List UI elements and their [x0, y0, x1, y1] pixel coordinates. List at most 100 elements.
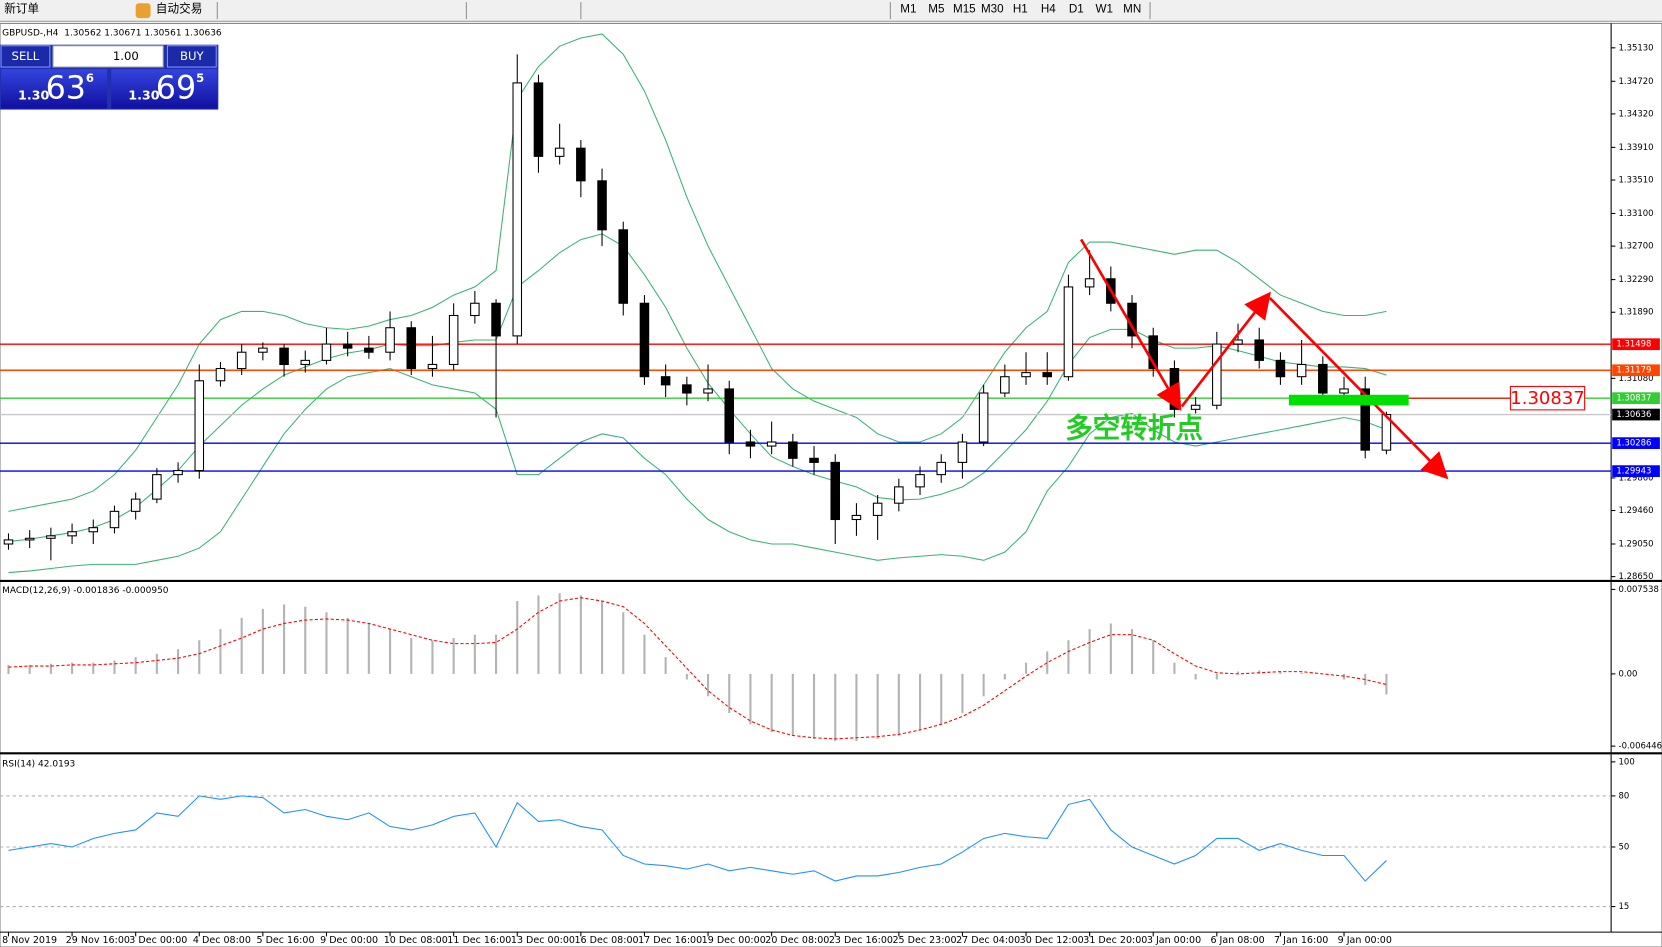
x-tick-label: 7 Jan 16:00 [1274, 935, 1328, 946]
y-tick-label: 1.32700 [1619, 242, 1654, 252]
buy-price-big: 1.30 [128, 88, 159, 103]
y-tick-label: 1.31890 [1619, 308, 1654, 318]
price-label: 1.30286 [1616, 439, 1651, 449]
candle-body [130, 498, 141, 512]
sell-button[interactable] [0, 45, 51, 68]
y-tick-label: 100 [1619, 757, 1635, 767]
lots-value: 1.00 [113, 49, 139, 63]
timeframe-button[interactable]: M1 [900, 3, 916, 16]
macd-bar [1152, 640, 1155, 674]
macd-bar [494, 634, 498, 674]
macd-bar [1258, 670, 1261, 674]
x-tick-label: 29 Nov 16:00 [66, 935, 130, 946]
x-tick-label: 4 Dec 08:00 [193, 935, 251, 946]
macd-bar [685, 673, 688, 680]
macd-bar [1046, 651, 1049, 674]
new-order-button[interactable]: 新订单 [4, 2, 39, 16]
macd-bar [177, 649, 180, 674]
annotation-marker: 1.30837 [1408, 385, 1586, 411]
candle-body [194, 380, 205, 472]
macd-bar [961, 673, 964, 714]
price-label-box [1612, 392, 1660, 405]
candle-body [872, 502, 883, 516]
y-tick-label: 1.29860 [1619, 473, 1654, 483]
macd-bar [92, 662, 95, 674]
candle-body [1212, 343, 1222, 406]
toolbar-separators [216, 2, 1151, 20]
timeframe-button[interactable]: M30 [981, 3, 1004, 16]
buy-button[interactable] [166, 45, 217, 68]
y-tick-label: 1.35130 [1619, 43, 1654, 53]
toolbar [0, 0, 1662, 22]
macd-bar [28, 664, 31, 674]
candle-body [1042, 372, 1052, 378]
price-label-box [1612, 437, 1660, 449]
buy-price-box[interactable] [111, 69, 218, 109]
candle-body [448, 314, 459, 365]
candle-body [3, 539, 14, 545]
band-lower [8, 367, 1387, 574]
timeframe-button[interactable]: D1 [1069, 3, 1084, 16]
sell-price-big: 1.30 [18, 88, 49, 103]
candle-body [406, 327, 417, 370]
macd-bar [452, 638, 455, 674]
macd-bar [1130, 629, 1134, 674]
y-tick-label: 1.34320 [1619, 109, 1654, 119]
macd-bar [261, 608, 264, 674]
macd-bar [918, 673, 922, 730]
trade-panel: SELL 1.00 BUY 1.30 63 6 1.30 69 5 [0, 44, 219, 110]
candle-body [639, 302, 650, 378]
macd-bar [749, 673, 752, 725]
x-tick-label: 9 Dec 00:00 [320, 935, 378, 946]
candle-body [1021, 372, 1031, 378]
timeframe-button[interactable]: H4 [1041, 3, 1056, 16]
y-tick-label: 1.28650 [1619, 572, 1654, 582]
timeframe-button[interactable]: W1 [1096, 3, 1113, 16]
price-label-box [1612, 364, 1660, 377]
macd-bar [389, 629, 392, 674]
candle-body [1360, 388, 1370, 451]
y-tick-label: 0.007538 [1619, 585, 1659, 595]
x-tick-label: 3 Jan 00:00 [1147, 935, 1201, 946]
timeframe-button[interactable]: H1 [1013, 3, 1028, 16]
candle-body [427, 363, 438, 370]
x-tick-label: 13 Dec 00:00 [511, 935, 575, 946]
macd-bar [431, 640, 434, 674]
macd-bar [770, 673, 773, 733]
macd-bar [1194, 673, 1197, 680]
y-tick-label: 0.00 [1619, 669, 1638, 679]
x-tick-label: 17 Dec 16:00 [638, 935, 702, 946]
price-label: 1.30837 [1616, 394, 1651, 404]
macd-bar [240, 617, 243, 674]
macd-bar [791, 673, 794, 736]
auto-trading-icon[interactable] [135, 3, 151, 19]
marker-box [1509, 385, 1586, 411]
lots-field[interactable] [52, 45, 164, 68]
x-tick-label: 23 Dec 16:00 [829, 935, 893, 946]
candle-body [724, 388, 735, 443]
auto-trading-button[interactable]: 自动交易 [156, 2, 203, 16]
sell-price-box[interactable] [1, 69, 108, 109]
macd-bar [1279, 671, 1282, 674]
candle-body [1275, 359, 1286, 378]
macd-bar [1067, 640, 1070, 674]
candle-body [491, 302, 501, 337]
macd-bar [1300, 672, 1303, 674]
buy-label: BUY [180, 49, 205, 63]
timeframe-button[interactable]: M15 [953, 3, 976, 16]
candle-body [512, 82, 523, 337]
candle-body [1190, 404, 1201, 410]
candle-body [364, 347, 374, 353]
macd-bar [473, 634, 476, 674]
candle-body [1254, 339, 1264, 361]
candle-body [470, 302, 480, 317]
band-upper [8, 33, 1387, 512]
timeframe-button[interactable]: M5 [928, 3, 944, 16]
marker-text: 1.30837 [1510, 388, 1584, 409]
timeframe-button[interactable]: MN [1123, 3, 1141, 16]
macd-bar [49, 663, 52, 674]
turning-zone [1288, 394, 1409, 406]
x-tick-label: 11 Dec 16:00 [447, 935, 511, 946]
macd-bar [410, 638, 413, 674]
macd-bar [643, 634, 646, 674]
